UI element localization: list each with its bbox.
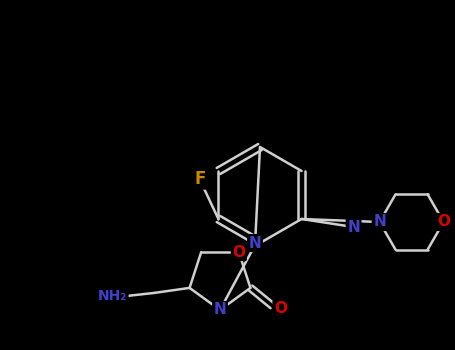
Text: O: O (274, 301, 287, 316)
Text: N: N (347, 219, 360, 234)
Text: N: N (373, 215, 386, 230)
Text: O: O (233, 245, 245, 260)
Text: F: F (195, 170, 206, 188)
Text: N: N (214, 302, 227, 317)
Text: O: O (437, 215, 450, 230)
Text: N: N (248, 236, 261, 251)
Text: NH₂: NH₂ (98, 289, 127, 303)
